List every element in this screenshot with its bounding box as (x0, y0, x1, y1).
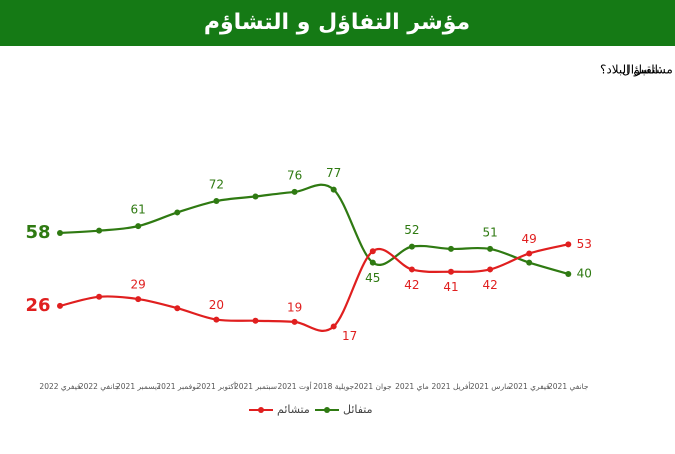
series-line (59, 183, 569, 276)
series-line (59, 243, 569, 332)
data-label: 41 (443, 280, 458, 294)
x-tick-label: جويلية 2018 (313, 382, 354, 391)
x-tick-label: جوان 2021 (354, 382, 392, 391)
legend-marker (324, 407, 330, 413)
point (408, 266, 415, 273)
point (57, 302, 63, 309)
point (487, 245, 494, 252)
data-label: 42 (404, 278, 419, 292)
data-label: 72 (209, 178, 224, 192)
point (448, 268, 454, 275)
x-tick-label: ديسمبر 2021 (116, 382, 160, 391)
point (526, 259, 533, 266)
title-bar (0, 0, 675, 46)
point (291, 188, 298, 195)
point (330, 186, 337, 193)
data-label: 26 (25, 295, 50, 316)
point (57, 229, 63, 236)
point (174, 209, 181, 216)
point (408, 243, 415, 250)
point (96, 293, 103, 300)
point (213, 316, 220, 323)
data-label: 76 (287, 168, 302, 182)
data-label: 49 (522, 232, 537, 246)
question: يا لندرا تحس في روحك متفائل ولا متشائم ف… (600, 63, 675, 78)
legend-label: متشائم (277, 403, 310, 416)
chart-title: مؤشر التفاؤل و التشاؤم (204, 10, 470, 35)
question-label: السؤال: (622, 63, 662, 78)
point (213, 198, 220, 205)
x-tick-label: أفريل 2021 (431, 381, 470, 391)
x-tick-label: مارس 2021 (470, 382, 511, 391)
point (448, 245, 454, 252)
data-label: 58 (25, 222, 50, 243)
x-tick-label: جانفي 2022 (79, 382, 120, 391)
point (174, 305, 181, 312)
x-tick-label: فيفري 2022 (39, 382, 81, 391)
point (369, 259, 376, 266)
point (487, 266, 494, 273)
x-tick-label: ماي 2021 (395, 382, 429, 391)
point (291, 318, 298, 325)
data-label: 52 (404, 223, 419, 237)
point (526, 250, 533, 257)
point (252, 317, 259, 324)
data-label: 42 (482, 278, 497, 292)
point (369, 248, 376, 255)
legend-label: متفائل (343, 403, 373, 416)
legend-marker (258, 407, 264, 413)
data-label: 40 (577, 267, 592, 281)
data-label: 17 (342, 329, 357, 343)
data-label: 61 (131, 203, 146, 217)
point (565, 271, 572, 277)
point (330, 323, 337, 330)
point (135, 223, 142, 230)
data-label: 45 (365, 271, 380, 285)
point (565, 241, 572, 248)
data-label: 19 (287, 300, 302, 314)
x-tick-label: نوفمبر 2021 (156, 382, 198, 391)
x-tick-label: فيفري 2021 (509, 382, 551, 391)
point (135, 296, 142, 303)
data-label: 53 (577, 237, 592, 251)
x-tick-label: سبتمبر 2021 (234, 382, 277, 391)
data-label: 20 (209, 298, 224, 312)
data-label: 77 (326, 166, 341, 180)
point (96, 227, 103, 234)
point (252, 193, 259, 200)
data-label: 51 (482, 225, 497, 239)
x-tick-label: أكتوبر 2021 (197, 381, 237, 391)
data-label: 29 (131, 278, 146, 292)
x-tick-label: جانفي 2021 (548, 382, 589, 391)
x-tick-label: أوت 2021 (277, 381, 311, 391)
